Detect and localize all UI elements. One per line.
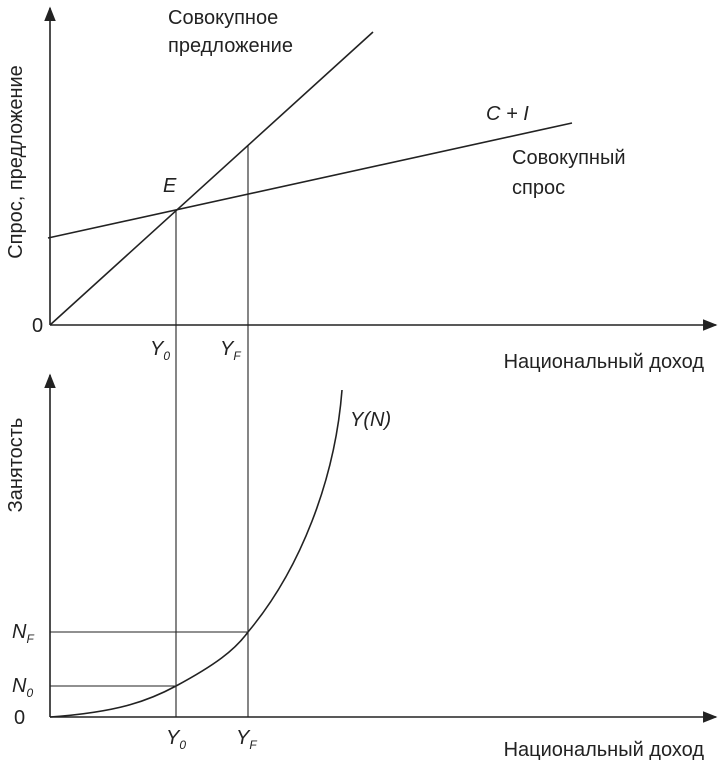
y-axis-label: Спрос, предложение (5, 65, 27, 259)
y-mark: NF (12, 621, 34, 646)
supply-line (49, 31, 374, 326)
x-axis-label: Национальный доход (504, 739, 705, 761)
yn-curve (49, 389, 343, 718)
equilibrium: E (163, 175, 177, 197)
x-mark: YF (236, 727, 257, 752)
x-mark: Y0 (150, 338, 170, 363)
x-mark: YF (220, 338, 241, 363)
x-axis-label: Национальный доход (504, 351, 705, 373)
demand-label: Совокупный (512, 147, 626, 169)
demand-label: спрос (512, 177, 565, 199)
curve-label: Y(N) (350, 409, 391, 431)
y-mark: N0 (12, 675, 33, 700)
origin: 0 (14, 707, 25, 729)
supply-label: предложение (168, 35, 293, 57)
x-mark: Y0 (166, 727, 186, 752)
demand-formula: C + I (486, 103, 529, 125)
y-axis-label: Занятость (5, 418, 27, 513)
origin: 0 (32, 315, 43, 337)
supply-label: Совокупное (168, 7, 278, 29)
demand-line (47, 122, 573, 239)
